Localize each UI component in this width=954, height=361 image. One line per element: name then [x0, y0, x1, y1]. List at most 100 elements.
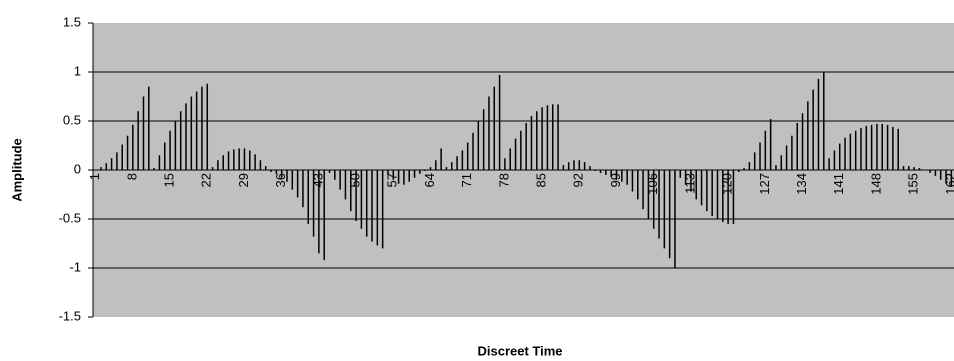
bar [307, 170, 309, 224]
bar [461, 150, 464, 170]
bar [950, 170, 953, 187]
bar [589, 166, 591, 170]
bar [615, 170, 618, 180]
bar [833, 150, 836, 170]
bar [275, 170, 278, 174]
bar [318, 170, 320, 254]
x-tick-label: 162 [943, 173, 954, 195]
bar [854, 130, 857, 170]
bar [296, 170, 299, 198]
bar [169, 130, 171, 170]
x-tick-label: 78 [496, 173, 511, 187]
bar [435, 160, 437, 170]
bar [801, 113, 804, 170]
bar [413, 170, 416, 178]
bar [280, 170, 283, 178]
bar [302, 170, 304, 208]
bar [350, 170, 352, 212]
bar [334, 170, 336, 180]
bar [711, 170, 713, 217]
bar [807, 101, 809, 170]
bar [812, 89, 814, 170]
bar [785, 145, 788, 170]
bar [100, 167, 102, 170]
bar [137, 111, 139, 170]
bar [142, 96, 145, 170]
bar [695, 170, 697, 200]
bar [525, 122, 527, 170]
bar [557, 104, 559, 170]
bar [706, 170, 708, 212]
bar [360, 170, 363, 229]
bar [328, 170, 331, 173]
bar [371, 170, 373, 242]
bar [668, 170, 671, 259]
x-tick-label: 15 [162, 173, 177, 187]
x-tick-label: 106 [645, 173, 660, 195]
bar [610, 170, 612, 177]
bar [679, 170, 682, 178]
bar [397, 170, 400, 184]
bar [259, 160, 262, 170]
bar [929, 170, 931, 173]
bar [652, 170, 655, 229]
bar [870, 124, 873, 170]
bar [594, 170, 596, 171]
bar [908, 166, 910, 170]
bar [769, 119, 772, 170]
bar [838, 143, 841, 170]
bar [902, 166, 905, 170]
bar [466, 142, 469, 170]
bar [110, 158, 113, 170]
bar [344, 170, 347, 200]
bar [403, 170, 405, 185]
bar [520, 130, 522, 170]
bar [323, 170, 325, 261]
bar [264, 166, 267, 170]
x-tick-label: 36 [273, 173, 288, 187]
bar [934, 170, 937, 176]
bar [387, 170, 389, 175]
bar [546, 105, 549, 170]
x-tick-label: 134 [794, 173, 809, 195]
bar [791, 135, 793, 170]
bar [860, 127, 862, 170]
bar [365, 170, 368, 237]
x-tick-label: 92 [571, 173, 586, 187]
bar [440, 148, 442, 170]
bar [116, 152, 118, 170]
bar [743, 168, 745, 170]
bar [355, 170, 357, 221]
bar [551, 104, 554, 170]
bar [700, 170, 703, 206]
bar [148, 86, 150, 170]
bar [419, 170, 421, 174]
bar [759, 142, 761, 170]
bar [796, 122, 798, 170]
bar [121, 144, 123, 170]
bar [886, 124, 889, 170]
bar [716, 170, 719, 219]
bar [376, 170, 379, 246]
y-tick-label: -1.5 [59, 308, 81, 323]
y-tick-label: -1 [69, 259, 81, 274]
bar [488, 96, 490, 170]
bar [775, 165, 777, 170]
x-tick-label: 113 [682, 173, 697, 194]
bar [631, 170, 634, 192]
bar [876, 123, 878, 170]
x-tick-label: 8 [124, 173, 139, 180]
y-tick-label: 1 [74, 63, 81, 78]
bar [174, 121, 177, 170]
bar [637, 170, 639, 200]
bar [105, 163, 108, 170]
bar [227, 151, 230, 170]
x-tick-label: 57 [385, 173, 400, 187]
bar [780, 155, 783, 170]
bar [206, 83, 209, 170]
bar [153, 168, 155, 170]
bar [504, 158, 506, 170]
bar [201, 86, 203, 170]
